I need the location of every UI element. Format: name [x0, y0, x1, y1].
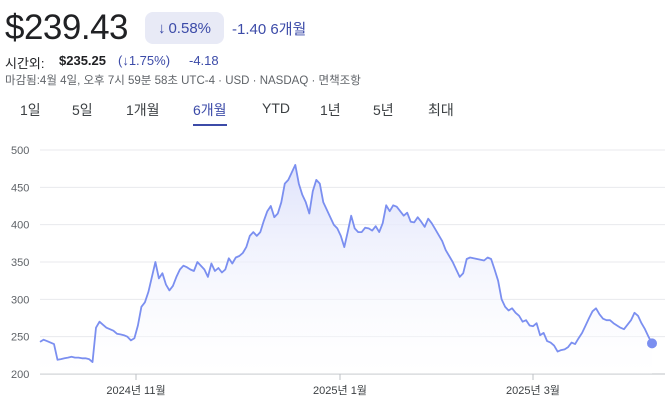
x-tick-label: 2024년 11월 [106, 384, 165, 397]
change-summary: -1.40 6개월 [232, 18, 306, 39]
tab-1d[interactable]: 1일 [20, 102, 41, 118]
change-percent: 0.58% [168, 19, 212, 37]
x-tick-label: 2025년 3월 [506, 384, 560, 397]
after-hours-change-percent: (↓1.75%) [118, 53, 171, 68]
arrow-down-icon: ↓ [157, 19, 166, 37]
current-price: $239.43 [5, 8, 129, 47]
y-tick-label: 450 [11, 182, 29, 194]
price-area [40, 164, 652, 374]
tab-1y[interactable]: 1년 [320, 102, 341, 118]
change-percent-chip: ↓ 0.58% [145, 12, 224, 44]
tab-max[interactable]: 최대 [428, 102, 454, 118]
x-axis: 2024년 11월 2025년 1월 2025년 3월 [106, 374, 560, 397]
after-hours-change-absolute: -4.18 [189, 53, 219, 68]
y-tick-label: 350 [11, 257, 29, 269]
time-range-tabs: 1일 5일 1개월 6개월 YTD 1년 5년 최대 [0, 100, 671, 126]
change-period: 6개월 [270, 21, 307, 38]
after-hours-label: 시간외: [5, 56, 45, 71]
x-tick-label: 2025년 1월 [313, 384, 367, 397]
y-tick-label: 500 [11, 145, 29, 157]
price-line [39, 164, 653, 363]
tab-1m[interactable]: 1개월 [126, 102, 160, 118]
y-tick-label: 250 [11, 332, 29, 344]
tab-ytd[interactable]: YTD [262, 100, 290, 116]
market-status-line: 마감됨:4월 4일, 오후 7시 59분 58초 UTC-4 · USD · N… [5, 75, 361, 87]
tab-6m[interactable]: 6개월 [193, 100, 227, 126]
change-absolute: -1.40 [232, 21, 267, 38]
y-axis: 200 250 300 350 400 450 500 [11, 145, 29, 381]
last-price-marker [647, 338, 657, 349]
y-tick-label: 200 [11, 369, 29, 381]
y-tick-label: 300 [11, 294, 29, 306]
after-hours-price: $235.25 [59, 53, 106, 68]
tab-5y[interactable]: 5년 [373, 102, 394, 118]
y-tick-label: 400 [11, 220, 29, 232]
tab-5d[interactable]: 5일 [72, 102, 93, 118]
